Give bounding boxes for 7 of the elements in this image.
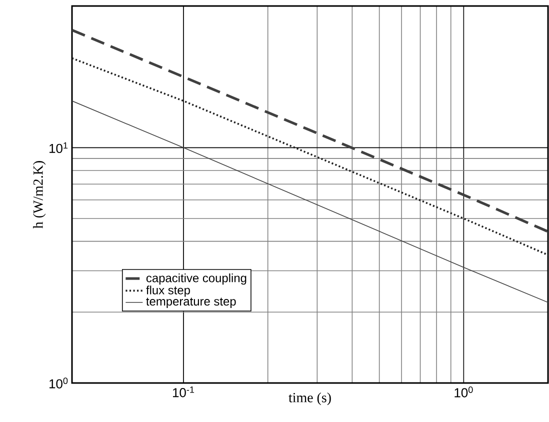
legend-label: flux step bbox=[146, 286, 190, 297]
legend-label: temperature step bbox=[146, 298, 236, 308]
x-axis-title: time (s) bbox=[288, 392, 331, 406]
x-tick-label: 10$^{-1}$ bbox=[172, 386, 194, 398]
y-axis-title: h (W/m2.K) bbox=[33, 161, 46, 228]
y-tick-label: 10$^{1}$ bbox=[50, 142, 68, 154]
legend-label: capacitive coupling bbox=[146, 273, 246, 285]
